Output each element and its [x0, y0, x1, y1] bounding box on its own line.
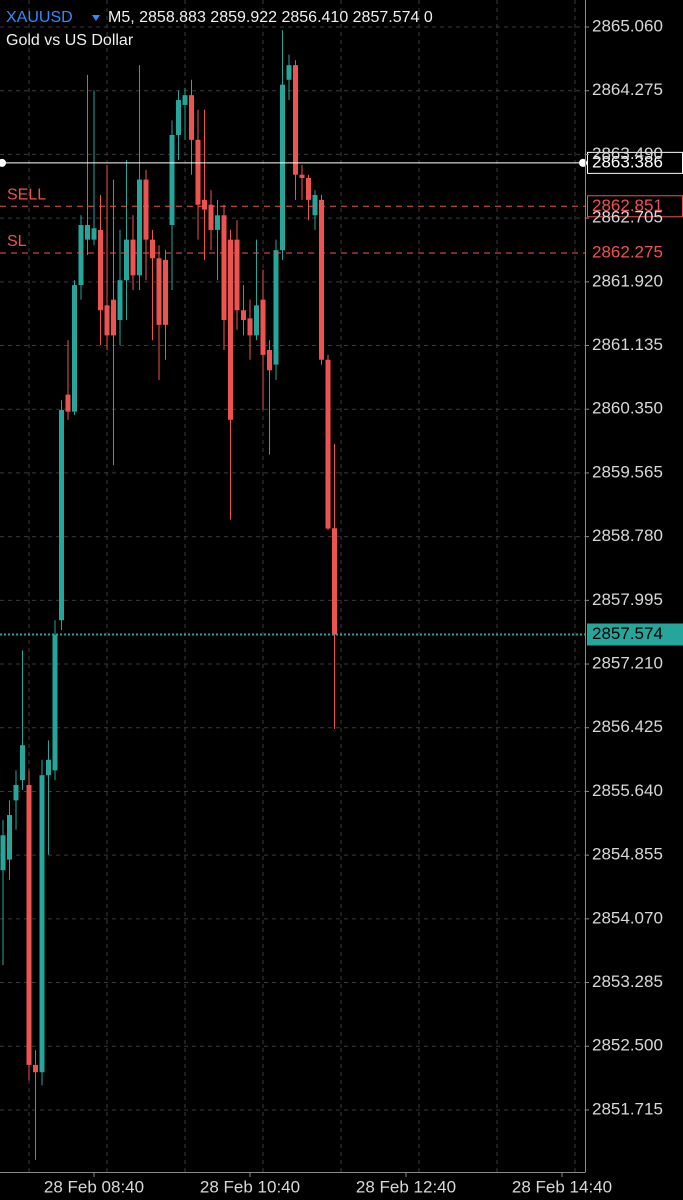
candle-body [65, 394, 71, 412]
candle-body [306, 177, 311, 200]
candle-body [169, 134, 175, 226]
candle-body [267, 349, 272, 371]
candle-body [52, 634, 58, 771]
candle-body [59, 410, 64, 621]
candle-body [39, 775, 45, 1073]
candle-body [111, 299, 116, 336]
candle-body [293, 65, 298, 175]
y-tick-label: 2864.275 [592, 80, 663, 99]
y-tick-label: 2857.210 [592, 654, 663, 673]
candle-body [33, 1064, 38, 1073]
candle-body [202, 199, 207, 210]
candle-body [254, 305, 259, 336]
y-tick-label: 2861.135 [592, 335, 663, 354]
symbol[interactable]: XAUUSD [6, 9, 73, 26]
candle-body [20, 745, 25, 781]
candle-body [325, 359, 331, 529]
price-label-box [587, 623, 683, 646]
y-tick-label: 2863.490 [592, 144, 663, 163]
candle-body [319, 199, 324, 360]
price-lines: 2863.386 2862.851 SELL 2862.275 SL 2857.574 [0, 151, 683, 646]
candle-body [26, 784, 32, 1065]
candle-body [85, 225, 90, 240]
candle-body [312, 195, 318, 216]
candle-body [247, 318, 253, 336]
candle-body [286, 65, 292, 80]
candle-body [150, 239, 155, 259]
candles [0, 30, 337, 1160]
candle-body [7, 814, 12, 860]
y-tick-label: 2852.500 [592, 1036, 663, 1055]
price-label: 2862.275 [592, 243, 663, 262]
y-tick-label: 2860.350 [592, 399, 663, 418]
y-tick-label: 2853.285 [592, 972, 663, 991]
axes: 2865.060 2864.275 2863.490 2862.705 2861.920… [44, 17, 663, 1197]
x-tick-label: 28 Feb 14:40 [512, 1177, 612, 1196]
candle-body [195, 139, 201, 205]
y-tick-label: 2858.780 [592, 526, 663, 545]
candle-body [176, 100, 181, 135]
candle-body [124, 239, 129, 281]
candle-body [260, 299, 266, 355]
candle-body [163, 259, 168, 325]
candle-body [72, 285, 77, 412]
candle-body [280, 84, 285, 251]
order-label: SELL [7, 186, 46, 203]
candle-body [228, 239, 233, 420]
candle-body [104, 305, 110, 336]
grid [0, 0, 585, 1172]
price-label: 2863.386 [592, 152, 663, 171]
candle-body [332, 528, 337, 635]
candle-body [13, 784, 19, 801]
candle-body [221, 215, 227, 320]
y-tick-label: 2857.995 [592, 590, 663, 609]
y-tick-label: 2854.070 [592, 908, 663, 927]
candle-body [273, 250, 279, 365]
candle-body [189, 95, 194, 140]
y-tick-label: 2859.565 [592, 462, 663, 481]
y-tick-label: 2865.060 [592, 17, 663, 36]
symbol-description: Gold vs US Dollar [6, 32, 134, 49]
candle-body [234, 239, 240, 311]
y-tick-label: 2856.425 [592, 717, 663, 736]
ohlc-info: M5, 2858.883 2859.922 2856.410 2857.574 … [108, 9, 433, 26]
candle-body [182, 95, 188, 105]
y-tick-label: 2854.855 [592, 845, 663, 864]
candle-body [241, 310, 246, 320]
y-tick-label: 2855.640 [592, 781, 663, 800]
line-handle [0, 158, 6, 167]
x-tick-label: 28 Feb 12:40 [356, 1177, 456, 1196]
candle-body [143, 179, 149, 240]
price-label: 2862.851 [592, 196, 663, 215]
candle-body [0, 835, 6, 871]
candle-body [299, 174, 305, 178]
candle-body [137, 179, 142, 276]
candle-body [78, 225, 84, 286]
candle-body [130, 239, 136, 276]
candle-body [156, 258, 162, 325]
candle-body [46, 759, 51, 776]
price-label: 2857.574 [592, 624, 663, 643]
y-tick-label: 2851.715 [592, 1099, 663, 1118]
y-tick-label: 2861.920 [592, 271, 663, 290]
candle-body [208, 204, 214, 230]
candle-body [91, 228, 97, 240]
symbol-dropdown-icon[interactable] [92, 15, 100, 21]
candle-body [215, 215, 220, 230]
candle-body [117, 280, 123, 320]
x-tick-label: 28 Feb 10:40 [200, 1177, 300, 1196]
order-label: SL [7, 233, 27, 250]
x-tick-label: 28 Feb 08:40 [44, 1177, 144, 1196]
candle-body [98, 229, 103, 311]
y-tick-label: 2862.705 [592, 208, 663, 227]
